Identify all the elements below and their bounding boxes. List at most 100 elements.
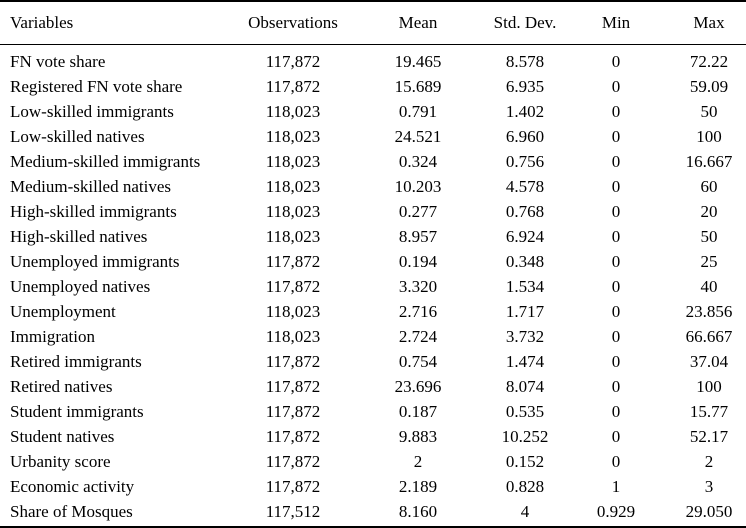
cell-min: 0 [611,177,621,196]
cell-max: 100 [696,127,722,146]
cell-min: 0 [611,352,621,371]
cell-std_dev: 0.756 [505,152,545,171]
table-row: High-skilled natives 118,023 8.957 6.924 0 50 [0,224,746,249]
cell-min: 0 [611,277,621,296]
cell-variable: Medium-skilled natives [10,177,172,196]
cell-variable: Economic activity [10,477,135,496]
cell-max: 2 [704,452,714,471]
cell-max: 72.22 [689,52,729,71]
column-header-min: Min [560,1,672,45]
cell-std_dev: 8.578 [505,52,545,71]
cell-observations: 117,872 [265,402,321,421]
table-row: Student immigrants 117,872 0.187 0.535 0 15.7… [0,399,746,424]
cell-min: 0 [611,227,621,246]
cell-variable: Unemployed immigrants [10,252,180,271]
column-header-mean: Mean [346,1,490,45]
cell-variable: Immigration [10,327,95,346]
cell-std_dev: 0.828 [505,477,545,496]
cell-observations: 117,872 [265,427,321,446]
cell-variable: Unemployed natives [10,277,151,296]
cell-std_dev: 0.152 [505,452,545,471]
table-row: Medium-skilled natives 118,023 10.203 4.578… [0,174,746,199]
cell-mean: 8.957 [398,227,438,246]
table-row: Unemployed immigrants 117,872 0.194 0.348 0 2… [0,249,746,274]
cell-observations: 118,023 [265,102,321,121]
cell-mean: 9.883 [398,427,438,446]
cell-observations: 117,872 [265,452,321,471]
cell-mean: 10.203 [394,177,442,196]
cell-observations: 117,872 [265,52,321,71]
table-row: Share of Mosques 117,512 8.160 4 0.929 29.050 [0,499,746,528]
column-header-observations: Observations [240,1,346,45]
cell-variable: Student immigrants [10,402,144,421]
table-body: FN vote share 117,872 19.465 8.578 0 72.22 Reg… [0,45,746,528]
cell-std_dev: 6.960 [505,127,545,146]
cell-std_dev: 6.924 [505,227,545,246]
table-row: Medium-skilled immigrants 118,023 0.324 0.7… [0,149,746,174]
cell-max: 29.050 [685,502,733,521]
cell-mean: 2 [413,452,423,471]
cell-observations: 117,512 [265,502,321,521]
cell-mean: 0.754 [398,352,438,371]
cell-observations: 117,872 [265,252,321,271]
cell-std_dev: 3.732 [505,327,545,346]
cell-variable: Medium-skilled immigrants [10,152,201,171]
cell-min: 0.929 [596,502,636,521]
cell-variable: FN vote share [10,52,106,71]
cell-observations: 118,023 [265,202,321,221]
cell-observations: 117,872 [265,377,321,396]
cell-max: 50 [700,227,718,246]
cell-std_dev: 4 [520,502,530,521]
table-row: High-skilled immigrants 118,023 0.277 0.768… [0,199,746,224]
cell-max: 66.667 [685,327,733,346]
cell-std_dev: 1.717 [505,302,545,321]
table-row: Low-skilled natives 118,023 24.521 6.960 0 10… [0,124,746,149]
cell-max: 52.17 [689,427,729,446]
table-row: Urbanity score 117,872 2 0.152 0 2 [0,449,746,474]
cell-variable: Urbanity score [10,452,111,471]
table-header: Variables Observations Mean Std. Dev. Mi… [0,1,746,45]
cell-max: 16.667 [685,152,733,171]
cell-min: 0 [611,377,621,396]
cell-min: 0 [611,152,621,171]
cell-variable: Low-skilled immigrants [10,102,174,121]
table-row: Unemployment 118,023 2.716 1.717 0 23.856 [0,299,746,324]
cell-max: 60 [700,177,718,196]
cell-std_dev: 0.768 [505,202,545,221]
cell-min: 0 [611,77,621,96]
cell-std_dev: 1.474 [505,352,545,371]
cell-max: 59.09 [689,77,729,96]
cell-max: 23.856 [685,302,733,321]
cell-min: 0 [611,302,621,321]
cell-observations: 118,023 [265,302,321,321]
cell-std_dev: 0.348 [505,252,545,271]
cell-std_dev: 10.252 [501,427,549,446]
cell-variable: Retired natives [10,377,113,396]
cell-std_dev: 1.402 [505,102,545,121]
cell-max: 100 [696,377,722,396]
cell-min: 0 [611,402,621,421]
cell-observations: 118,023 [265,327,321,346]
cell-mean: 2.716 [398,302,438,321]
column-header-max: Max [672,1,746,45]
cell-observations: 117,872 [265,77,321,96]
cell-mean: 2.189 [398,477,438,496]
cell-mean: 0.187 [398,402,438,421]
cell-min: 0 [611,202,621,221]
cell-std_dev: 6.935 [505,77,545,96]
column-header-std-dev: Std. Dev. [490,1,560,45]
cell-std_dev: 8.074 [505,377,545,396]
table-row: Student natives 117,872 9.883 10.252 0 52.17 [0,424,746,449]
cell-max: 3 [704,477,714,496]
cell-mean: 0.791 [398,102,438,121]
cell-min: 0 [611,52,621,71]
cell-mean: 8.160 [398,502,438,521]
cell-mean: 3.320 [398,277,438,296]
cell-std_dev: 0.535 [505,402,545,421]
cell-std_dev: 4.578 [505,177,545,196]
table-row: Retired natives 117,872 23.696 8.074 0 100 [0,374,746,399]
cell-observations: 118,023 [265,127,321,146]
cell-std_dev: 1.534 [505,277,545,296]
